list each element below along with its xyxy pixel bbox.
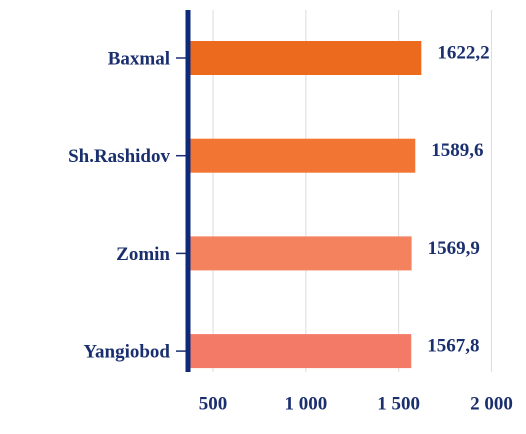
y-tick-label: Yangiobod [83,341,170,362]
x-tick-label: 1 000 [284,393,327,414]
x-tick-label: 2 000 [470,393,513,414]
y-tick-label: Zomin [116,244,170,265]
value-label: 1567,8 [427,335,479,356]
value-label: 1622,2 [437,42,489,63]
y-tick-label: Sh.Rashidov [68,146,170,167]
bar [188,334,412,369]
x-tick-label: 1 500 [377,393,420,414]
bar [188,41,422,75]
value-label: 1569,9 [428,238,480,259]
x-tick-label: 500 [199,393,228,414]
bar [188,138,416,173]
value-label: 1589,6 [431,140,483,161]
bar [188,236,412,271]
y-tick-label: Baxmal [108,48,170,69]
